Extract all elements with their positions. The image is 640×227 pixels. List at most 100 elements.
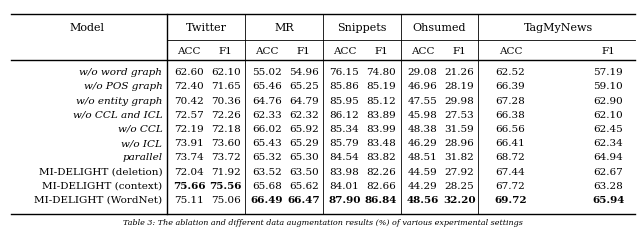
Text: MI-DELIGHT (context): MI-DELIGHT (context)	[42, 181, 163, 190]
Text: 72.57: 72.57	[174, 110, 204, 119]
Text: 62.60: 62.60	[174, 68, 204, 77]
Text: 82.66: 82.66	[366, 181, 396, 190]
Text: 71.92: 71.92	[211, 167, 241, 176]
Text: 54.96: 54.96	[289, 68, 319, 77]
Text: 65.94: 65.94	[592, 195, 625, 204]
Text: ACC: ACC	[177, 46, 201, 55]
Text: F1: F1	[297, 46, 310, 55]
Text: 66.49: 66.49	[251, 195, 284, 204]
Text: 62.33: 62.33	[252, 110, 282, 119]
Text: 65.62: 65.62	[289, 181, 319, 190]
Text: 65.25: 65.25	[289, 82, 319, 91]
Text: 65.29: 65.29	[289, 138, 319, 148]
Text: 83.89: 83.89	[366, 110, 396, 119]
Text: 75.56: 75.56	[209, 181, 242, 190]
Text: 65.32: 65.32	[252, 153, 282, 162]
Text: 72.40: 72.40	[174, 82, 204, 91]
Text: 86.12: 86.12	[330, 110, 359, 119]
Text: Model: Model	[69, 23, 104, 33]
Text: 83.82: 83.82	[366, 153, 396, 162]
Text: 62.52: 62.52	[496, 68, 525, 77]
Text: 84.54: 84.54	[330, 153, 359, 162]
Text: Snippets: Snippets	[337, 23, 387, 33]
Text: 70.42: 70.42	[174, 96, 204, 105]
Text: 69.72: 69.72	[494, 195, 527, 204]
Text: 75.06: 75.06	[211, 195, 241, 204]
Text: 66.56: 66.56	[496, 124, 525, 133]
Text: 73.91: 73.91	[174, 138, 204, 148]
Text: F1: F1	[602, 46, 615, 55]
Text: 76.15: 76.15	[330, 68, 359, 77]
Text: 66.47: 66.47	[287, 195, 320, 204]
Text: 74.80: 74.80	[366, 68, 396, 77]
Text: 44.29: 44.29	[408, 181, 437, 190]
Text: 84.01: 84.01	[330, 181, 359, 190]
Text: F1: F1	[374, 46, 388, 55]
Text: 65.30: 65.30	[289, 153, 319, 162]
Text: 85.95: 85.95	[330, 96, 359, 105]
Text: 83.99: 83.99	[366, 124, 396, 133]
Text: 63.52: 63.52	[252, 167, 282, 176]
Text: 85.19: 85.19	[366, 82, 396, 91]
Text: 29.08: 29.08	[408, 68, 437, 77]
Text: 64.94: 64.94	[593, 153, 623, 162]
Text: 70.36: 70.36	[211, 96, 241, 105]
Text: Ohsumed: Ohsumed	[413, 23, 467, 33]
Text: 73.60: 73.60	[211, 138, 241, 148]
Text: TagMyNews: TagMyNews	[524, 23, 593, 33]
Text: 64.76: 64.76	[252, 96, 282, 105]
Text: 27.92: 27.92	[444, 167, 474, 176]
Text: 66.41: 66.41	[496, 138, 525, 148]
Text: 62.34: 62.34	[593, 138, 623, 148]
Text: 87.90: 87.90	[328, 195, 360, 204]
Text: w/o POS graph: w/o POS graph	[84, 82, 163, 91]
Text: 28.19: 28.19	[444, 82, 474, 91]
Text: 66.39: 66.39	[496, 82, 525, 91]
Text: 57.19: 57.19	[593, 68, 623, 77]
Text: 31.82: 31.82	[444, 153, 474, 162]
Text: 46.96: 46.96	[408, 82, 437, 91]
Text: F1: F1	[452, 46, 466, 55]
Text: w/o word graph: w/o word graph	[79, 68, 163, 77]
Text: 85.79: 85.79	[330, 138, 359, 148]
Text: 83.48: 83.48	[366, 138, 396, 148]
Text: 55.02: 55.02	[252, 68, 282, 77]
Text: w/o CCL: w/o CCL	[118, 124, 163, 133]
Text: w/o CCL and ICL: w/o CCL and ICL	[73, 110, 163, 119]
Text: 21.26: 21.26	[444, 68, 474, 77]
Text: 29.98: 29.98	[444, 96, 474, 105]
Text: 59.10: 59.10	[593, 82, 623, 91]
Text: 47.55: 47.55	[408, 96, 437, 105]
Text: parallel: parallel	[122, 153, 163, 162]
Text: 67.44: 67.44	[496, 167, 525, 176]
Text: ACC: ACC	[255, 46, 279, 55]
Text: 62.10: 62.10	[211, 68, 241, 77]
Text: ACC: ACC	[499, 46, 522, 55]
Text: 62.32: 62.32	[289, 110, 319, 119]
Text: 72.26: 72.26	[211, 110, 241, 119]
Text: 82.26: 82.26	[366, 167, 396, 176]
Text: MI-DELIGHT (deletion): MI-DELIGHT (deletion)	[38, 167, 163, 176]
Text: Table 3: The ablation and different data augmentation results (%) of various exp: Table 3: The ablation and different data…	[123, 218, 523, 226]
Text: 48.51: 48.51	[408, 153, 437, 162]
Text: w/o entity graph: w/o entity graph	[76, 96, 163, 105]
Text: F1: F1	[219, 46, 232, 55]
Text: 66.02: 66.02	[252, 124, 282, 133]
Text: 46.29: 46.29	[408, 138, 437, 148]
Text: 63.28: 63.28	[593, 181, 623, 190]
Text: 48.56: 48.56	[406, 195, 438, 204]
Text: 67.28: 67.28	[496, 96, 525, 105]
Text: 62.67: 62.67	[593, 167, 623, 176]
Text: 64.79: 64.79	[289, 96, 319, 105]
Text: 62.90: 62.90	[593, 96, 623, 105]
Text: 85.86: 85.86	[330, 82, 359, 91]
Text: MI-DELIGHT (WordNet): MI-DELIGHT (WordNet)	[34, 195, 163, 204]
Text: w/o ICL: w/o ICL	[122, 138, 163, 148]
Text: 27.53: 27.53	[444, 110, 474, 119]
Text: 28.25: 28.25	[444, 181, 474, 190]
Text: 72.19: 72.19	[174, 124, 204, 133]
Text: 72.18: 72.18	[211, 124, 241, 133]
Text: 71.65: 71.65	[211, 82, 241, 91]
Text: Twitter: Twitter	[186, 23, 227, 33]
Text: 66.38: 66.38	[496, 110, 525, 119]
